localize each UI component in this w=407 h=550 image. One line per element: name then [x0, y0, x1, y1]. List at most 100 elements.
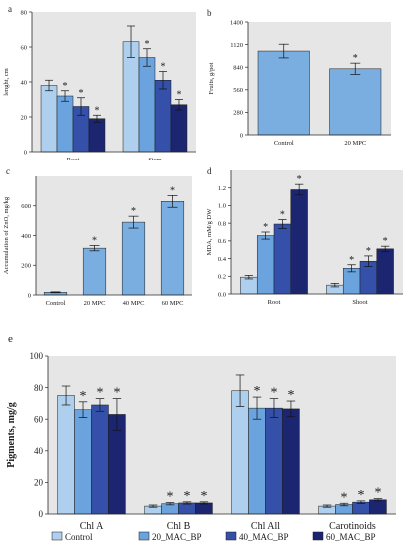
y-tick-label: 0 — [24, 149, 27, 156]
chart-b: b 0 280 560 840 1120 1400 Fruits, g/pot Control *… — [207, 8, 391, 147]
bar — [122, 41, 140, 153]
x-tick-label: Chl All — [251, 521, 280, 532]
y-axis-label: lenght, cm — [3, 68, 10, 95]
y-tick-label: 560 — [233, 87, 243, 94]
y-tick-label: 40 — [21, 79, 28, 86]
panel-label: a — [8, 4, 12, 14]
y-tick-label: 1.0 — [218, 203, 226, 210]
significance-star: * — [349, 255, 354, 266]
x-tick-label: 20 MPC — [344, 140, 366, 147]
x-tick-label: Carotinoids — [329, 521, 376, 532]
y-tick-label: 0.8 — [218, 220, 226, 227]
bar — [290, 189, 308, 295]
bar — [282, 408, 300, 515]
x-tick-label: Control — [274, 140, 294, 147]
panel-label: b — [207, 8, 212, 18]
y-tick-label: 1120 — [230, 42, 243, 49]
bar — [178, 502, 196, 515]
bar — [376, 248, 394, 295]
significance-star: * — [383, 236, 388, 247]
y-tick-label: 1.2 — [218, 185, 226, 192]
chart-c: c 0 200 400 600 Accumulation of ZnO, mg/kg Con… — [3, 166, 192, 307]
bar — [256, 235, 275, 295]
x-tick-label: 20 MPC — [84, 300, 106, 307]
bar — [40, 85, 58, 153]
bar — [369, 499, 387, 515]
legend-label: 20_MAC_BP — [152, 532, 202, 542]
significance-star: * — [353, 53, 358, 64]
significance-star: * — [341, 490, 348, 505]
significance-star: * — [254, 384, 261, 399]
bar — [161, 503, 179, 515]
panel-b: b 0 280 560 840 1120 1400 Fruits, g/pot Control *… — [203, 0, 407, 160]
y-tick-label: 0.2 — [218, 274, 226, 281]
y-tick-label: 80 — [21, 9, 28, 16]
y-tick-label: 0.0 — [218, 291, 226, 298]
significance-star: * — [200, 489, 207, 504]
x-tick-label: Root — [268, 299, 281, 306]
significance-star: * — [78, 88, 83, 99]
chart-e: e 0 20 40 60 80 100 Pigments, mg/g * * * Chl A * * * Ch… — [6, 333, 396, 542]
bar — [195, 502, 213, 515]
significance-star: * — [374, 486, 381, 501]
bar — [170, 104, 188, 153]
significance-star: * — [131, 206, 136, 217]
y-tick-label: 0 — [39, 509, 44, 519]
bar — [265, 407, 283, 515]
y-tick-label: 0.6 — [218, 238, 227, 245]
y-axis-label: Accumulation of ZnO, mg/kg — [3, 196, 10, 274]
significance-star: * — [176, 90, 181, 101]
y-tick-label: 400 — [21, 233, 31, 240]
significance-star: * — [280, 210, 285, 221]
bar — [273, 223, 292, 295]
legend-swatch — [312, 531, 324, 541]
panel-d: d 0.0 0.2 0.4 0.6 0.8 1.0 1.2 MDA, mM/g DW * * * Roo… — [203, 160, 407, 315]
y-tick-label: 0 — [240, 132, 243, 139]
significance-star: * — [263, 222, 268, 233]
bar — [57, 395, 75, 515]
legend-swatch — [225, 531, 237, 541]
x-tick-label: 40 MPC — [123, 300, 145, 307]
x-tick-label: Chl A — [80, 521, 104, 532]
bar — [138, 57, 156, 153]
bar — [352, 501, 370, 515]
y-tick-label: 60 — [34, 414, 44, 424]
y-tick-label: 60 — [21, 44, 28, 51]
x-tick-label: 60 MPC — [162, 300, 184, 307]
x-tick-label: Control — [46, 300, 66, 307]
panel-c: c 0 200 400 600 Accumulation of ZnO, mg/kg Con… — [0, 160, 203, 315]
significance-star: * — [63, 81, 68, 92]
significance-star: * — [366, 246, 371, 257]
bar — [88, 118, 106, 153]
significance-star: * — [92, 235, 97, 246]
legend-label: 60_MAC_BP — [326, 532, 376, 542]
significance-star: * — [287, 388, 294, 403]
y-axis-label: Fruits, g/pot — [208, 62, 215, 94]
y-tick-label: 100 — [30, 351, 44, 361]
y-axis-label: MDA, mM/g DW — [206, 208, 213, 256]
y-tick-label: 1400 — [230, 19, 243, 26]
panel-label: d — [207, 166, 212, 176]
bar — [257, 50, 310, 136]
y-axis-label: Pigments, mg/g — [6, 402, 17, 468]
significance-star: * — [357, 488, 364, 503]
bar — [121, 221, 146, 296]
significance-star: * — [80, 389, 87, 404]
y-tick-label: 600 — [21, 203, 31, 210]
chart-d: d 0.0 0.2 0.4 0.6 0.8 1.0 1.2 MDA, mM/g DW * * * Roo… — [206, 166, 403, 306]
y-tick-label: 20 — [21, 114, 28, 121]
legend-swatch — [51, 531, 63, 541]
panel-label: e — [8, 333, 13, 345]
significance-star: * — [167, 490, 174, 505]
bar — [248, 407, 266, 515]
legend-label: 40_MAC_BP — [239, 532, 289, 542]
significance-star: * — [145, 39, 150, 50]
y-tick-label: 0.4 — [218, 256, 227, 263]
y-tick-label: 0 — [28, 292, 31, 299]
significance-star: * — [297, 174, 302, 185]
significance-star: * — [160, 62, 165, 73]
bar — [74, 409, 92, 515]
significance-star: * — [183, 489, 190, 504]
y-tick-label: 40 — [34, 446, 44, 456]
